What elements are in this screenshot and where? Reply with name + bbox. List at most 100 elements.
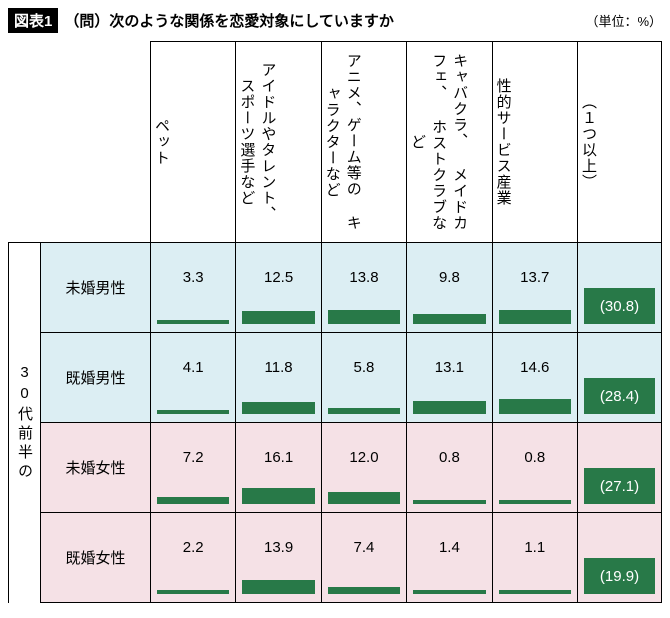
row-label: 未婚男性 bbox=[41, 243, 151, 333]
data-cell: 1.4 bbox=[407, 513, 492, 603]
data-cell: 13.8 bbox=[321, 243, 406, 333]
bar-wrap bbox=[242, 288, 314, 324]
cell-value: 0.8 bbox=[493, 449, 577, 466]
cell-value: 7.4 bbox=[322, 539, 406, 556]
cell-value: 12.5 bbox=[236, 269, 320, 286]
cell-value: 3.3 bbox=[151, 269, 235, 286]
bar-wrap bbox=[499, 468, 571, 504]
bar-wrap bbox=[413, 288, 485, 324]
col-head-3: キャバクラ、 メイドカフェ、 ホストクラブなど bbox=[407, 42, 492, 243]
data-cell: 13.9 bbox=[236, 513, 321, 603]
cell-value: 5.8 bbox=[322, 359, 406, 376]
total-cell: (19.9) bbox=[578, 513, 662, 603]
bar-wrap bbox=[157, 558, 229, 594]
cell-value: 9.8 bbox=[407, 269, 491, 286]
table-row: 未婚女性7.216.112.00.80.8(27.1) bbox=[9, 423, 662, 513]
bar bbox=[499, 310, 571, 324]
corner-blank bbox=[9, 42, 151, 243]
data-cell: 12.0 bbox=[321, 423, 406, 513]
total-value: (27.1) bbox=[584, 468, 655, 504]
bar bbox=[157, 497, 229, 504]
bar bbox=[413, 401, 485, 414]
bar bbox=[328, 587, 400, 594]
bar-wrap bbox=[242, 468, 314, 504]
bar bbox=[413, 500, 485, 504]
data-cell: 0.8 bbox=[492, 423, 577, 513]
bar bbox=[157, 410, 229, 414]
bar-wrap bbox=[413, 378, 485, 414]
cell-value: 0.8 bbox=[407, 449, 491, 466]
data-cell: 12.5 bbox=[236, 243, 321, 333]
bar-wrap bbox=[499, 288, 571, 324]
cell-value: 1.1 bbox=[493, 539, 577, 556]
row-label: 既婚男性 bbox=[41, 333, 151, 423]
cell-value: 14.6 bbox=[493, 359, 577, 376]
bar-wrap bbox=[328, 378, 400, 414]
bar bbox=[157, 320, 229, 324]
bar-wrap bbox=[157, 468, 229, 504]
row-label: 既婚女性 bbox=[41, 513, 151, 603]
cell-value: 16.1 bbox=[236, 449, 320, 466]
total-cell: (28.4) bbox=[578, 333, 662, 423]
bar bbox=[328, 492, 400, 504]
data-cell: 1.1 bbox=[492, 513, 577, 603]
bar bbox=[242, 402, 314, 414]
data-cell: 0.8 bbox=[407, 423, 492, 513]
bar bbox=[157, 590, 229, 594]
col-head-1: アイドルやタレント、 スポーツ選手など bbox=[236, 42, 321, 243]
cell-value: 7.2 bbox=[151, 449, 235, 466]
bar-wrap bbox=[328, 288, 400, 324]
bar bbox=[242, 488, 314, 504]
table-row: 既婚男性4.111.85.813.114.6 (28.4) bbox=[9, 333, 662, 423]
cell-value: 2.2 bbox=[151, 539, 235, 556]
cell-value: 13.7 bbox=[493, 269, 577, 286]
total-value: (19.9) bbox=[584, 558, 655, 594]
data-cell: 16.1 bbox=[236, 423, 321, 513]
bar bbox=[413, 314, 485, 324]
table-row: 既婚女性2.213.97.41.41.1 (19.9) bbox=[9, 513, 662, 603]
title-wrap: 図表1 （問）次のような関係を恋愛対象にしていますか bbox=[8, 8, 394, 33]
table-row: 30代前半の未婚男性3.312.513.89.813.7(30.8) bbox=[9, 243, 662, 333]
data-cell: 4.1 bbox=[151, 333, 236, 423]
data-cell: 14.6 bbox=[492, 333, 577, 423]
bar bbox=[499, 500, 571, 504]
total-value: (30.8) bbox=[584, 288, 655, 324]
bar-wrap bbox=[328, 558, 400, 594]
total-cell: (30.8) bbox=[578, 243, 662, 333]
bar-wrap bbox=[328, 468, 400, 504]
cell-value: 13.8 bbox=[322, 269, 406, 286]
side-label: 30代前半の bbox=[9, 243, 41, 603]
data-cell: 5.8 bbox=[321, 333, 406, 423]
cell-value: 4.1 bbox=[151, 359, 235, 376]
bar-wrap bbox=[499, 558, 571, 594]
bar bbox=[328, 310, 400, 324]
bar bbox=[499, 399, 571, 414]
bar-wrap bbox=[242, 378, 314, 414]
bar-wrap bbox=[413, 558, 485, 594]
col-head-2: アニメ、ゲーム等の キャラクターなど bbox=[321, 42, 406, 243]
bar-wrap bbox=[157, 378, 229, 414]
bar-wrap bbox=[499, 378, 571, 414]
bar bbox=[242, 580, 314, 594]
total-cell: (27.1) bbox=[578, 423, 662, 513]
data-cell: 3.3 bbox=[151, 243, 236, 333]
bar bbox=[328, 408, 400, 414]
data-cell: 13.1 bbox=[407, 333, 492, 423]
data-cell: 13.7 bbox=[492, 243, 577, 333]
data-cell: 7.4 bbox=[321, 513, 406, 603]
cell-value: 1.4 bbox=[407, 539, 491, 556]
data-cell: 9.8 bbox=[407, 243, 492, 333]
table-body: 30代前半の未婚男性3.312.513.89.813.7 (30.8) 既婚男性4.… bbox=[9, 243, 662, 603]
col-head-total: （１つ以上） bbox=[578, 42, 662, 243]
data-cell: 11.8 bbox=[236, 333, 321, 423]
bar bbox=[499, 590, 571, 594]
col-head-4: 性的サービス産業 bbox=[492, 42, 577, 243]
cell-value: 13.9 bbox=[236, 539, 320, 556]
data-cell: 2.2 bbox=[151, 513, 236, 603]
unit-label: （単位：%） bbox=[585, 11, 662, 30]
bar-wrap bbox=[242, 558, 314, 594]
bar-wrap bbox=[413, 468, 485, 504]
bar bbox=[413, 590, 485, 594]
row-label: 未婚女性 bbox=[41, 423, 151, 513]
total-value: (28.4) bbox=[584, 378, 655, 414]
